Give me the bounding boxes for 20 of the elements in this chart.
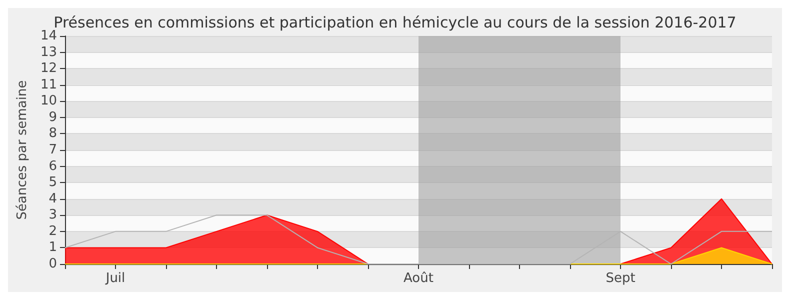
y-tick-label: 2 [48,224,57,239]
y-tick-label: 3 [48,208,57,223]
x-tick-label: Sept [606,271,636,286]
y-tick-label: 7 [48,142,57,158]
x-tick-label: Juil [104,271,126,286]
y-tick-label: 12 [40,61,57,76]
y-tick-label: 13 [40,44,57,60]
y-tick-label: 5 [48,175,57,190]
x-tick-label: Août [404,271,434,286]
y-tick-label: 1 [48,240,57,256]
y-tick-label: 11 [40,77,57,92]
y-tick-label: 10 [40,94,57,109]
y-tick-label: 6 [48,158,57,174]
y-axis-title: Séances par semaine [15,80,30,220]
y-tick-label: 9 [48,110,57,125]
y-tick-label: 4 [48,191,57,206]
y-tick-label: 8 [48,126,57,142]
chart-title: Présences en commissions et participation en hémicycle au cours de la session 2016-2017 [54,14,736,32]
y-tick-label: 0 [48,256,57,272]
y-tick-label: 14 [40,28,57,44]
